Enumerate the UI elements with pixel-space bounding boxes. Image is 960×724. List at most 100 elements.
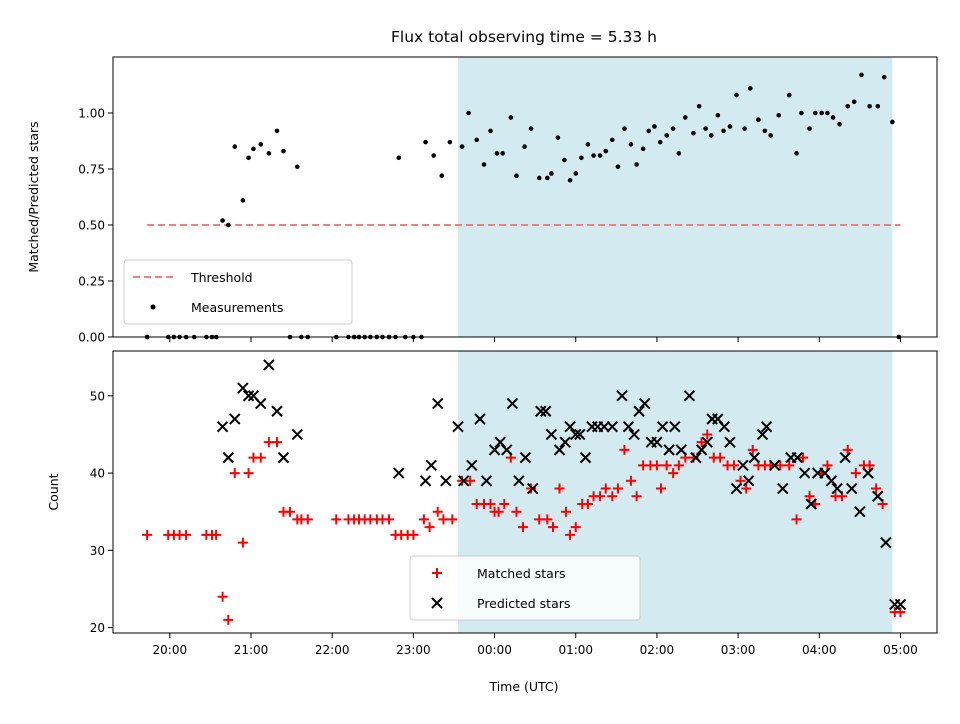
measurement-point: [528, 126, 534, 131]
measurement-point: [423, 139, 428, 145]
legend-measurements-swatch: [150, 304, 156, 310]
matched-stars-point: [850, 468, 861, 479]
y-tick-label: 0.00: [78, 331, 105, 345]
predicted-stars-point: [564, 421, 576, 433]
bottom-x-ticks: 20:00 21:00 22:00 23:00 00:00 01:00 02:00 03:00…: [153, 633, 918, 657]
predicted-stars-point: [425, 459, 437, 472]
measurement-point: [830, 115, 836, 120]
measurement-point: [591, 153, 596, 158]
matched-stars-point: [565, 529, 576, 540]
measurement-point: [747, 86, 753, 91]
top-y-axis-label: Matched/Predicted stars: [26, 121, 41, 272]
predicted-stars-point: [798, 467, 811, 479]
predicted-stars-point: [894, 598, 907, 611]
matched-stars-point: [542, 514, 553, 525]
measurement-point: [514, 173, 519, 179]
predicted-stars-point: [570, 428, 582, 441]
matched-stars-point: [625, 475, 636, 486]
matched-stars-point: [331, 514, 342, 525]
count-series: [142, 359, 907, 625]
measurement-point: [881, 74, 887, 80]
measurement-point: [508, 115, 514, 120]
y-tick-label: 0.25: [78, 275, 105, 289]
matched-stars-point: [243, 468, 254, 479]
measurement-point: [670, 126, 676, 131]
matched-stars-point: [619, 444, 630, 455]
matched-stars-point: [432, 506, 443, 517]
measurement-point: [875, 103, 881, 109]
x-tick-label: 21:00: [234, 643, 269, 657]
predicted-stars-point: [695, 444, 708, 456]
measurement-point: [890, 119, 895, 125]
predicted-stars-point: [742, 475, 755, 487]
matched-stars-point: [142, 529, 153, 540]
predicted-stars-point: [846, 482, 858, 495]
measurement-point: [481, 162, 487, 167]
measurement-point: [585, 142, 591, 147]
x-tick-label: 01:00: [558, 643, 593, 657]
measurement-point: [258, 142, 264, 147]
matched-stars-point: [607, 491, 618, 502]
matched-stars-point: [418, 514, 429, 525]
measurement-point: [851, 99, 857, 105]
measurement-point: [246, 155, 251, 161]
measurement-point: [776, 112, 781, 118]
matched-stars-point: [741, 483, 752, 494]
measurement-point: [799, 110, 804, 116]
x-tick-label: 22:00: [315, 643, 350, 657]
predicted-stars-point: [633, 405, 645, 417]
predicted-stars-point: [825, 475, 838, 487]
matched-stars-point: [229, 468, 240, 479]
predicted-stars-point: [854, 505, 866, 518]
measurement-point: [715, 112, 721, 118]
matched-stars-point: [548, 522, 559, 533]
matched-stars-point: [804, 491, 815, 502]
matched-stars-point: [673, 460, 684, 471]
matched-stars-point: [570, 522, 581, 533]
matched-stars-point: [438, 514, 449, 525]
predicted-stars-point: [229, 413, 241, 425]
measurement-point: [562, 157, 567, 163]
measurement-point: [709, 133, 714, 138]
matched-stars-point: [651, 460, 662, 471]
matched-stars-point: [511, 506, 522, 517]
measurement-point: [500, 151, 505, 156]
predicted-stars-point: [271, 405, 283, 417]
predicted-stars-point: [574, 428, 586, 441]
measurement-point: [447, 139, 453, 145]
measurement-point: [225, 222, 231, 228]
matched-stars-point: [747, 444, 758, 455]
matched-stars-point: [237, 537, 248, 548]
predicted-stars-point: [559, 436, 571, 448]
matched-stars-point: [271, 437, 282, 448]
measurement-point: [825, 110, 830, 116]
measurement-point: [579, 155, 584, 161]
x-tick-label: 23:00: [396, 643, 431, 657]
top-y-ticks: 0.00 0.25 0.50 0.75 1.00: [78, 107, 113, 345]
y-tick-label: 20: [90, 621, 105, 635]
measurement-point: [628, 142, 634, 147]
x-tick-label: 04:00: [802, 643, 837, 657]
predicted-stars-point: [519, 451, 532, 464]
predicted-stars-point: [730, 482, 743, 495]
predicted-stars-point: [839, 451, 851, 464]
measurement-point: [232, 144, 238, 149]
predicted-stars-point: [690, 451, 702, 464]
predicted-stars-point: [748, 451, 761, 464]
predicted-stars-point: [756, 428, 769, 441]
measurement-point: [807, 126, 812, 131]
predicted-stars-point: [506, 397, 519, 410]
measurement-point: [266, 151, 272, 156]
legend-predicted-label: Predicted stars: [477, 596, 570, 611]
predicted-stars-point: [760, 421, 773, 433]
measurement-point: [488, 128, 493, 134]
measurement-point: [664, 133, 669, 138]
bottom-y-axis-label: Count: [46, 473, 61, 510]
predicted-stars-point: [452, 421, 464, 433]
measurement-point: [431, 153, 436, 158]
predicted-stars-point: [777, 482, 789, 495]
bottom-panel-frame: [112, 350, 938, 634]
measurement-point: [837, 121, 842, 127]
measurement-point: [281, 148, 286, 154]
predicted-stars-point: [701, 436, 713, 448]
